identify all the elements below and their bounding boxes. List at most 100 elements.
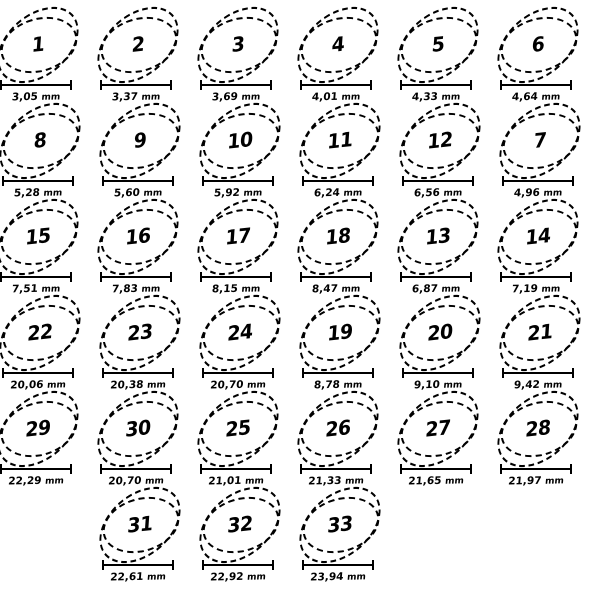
scale-bar (402, 368, 474, 378)
scale-bar-line (402, 180, 474, 182)
particle-cell[interactable]: 10 5,92 mm (188, 87, 292, 206)
scale-bar-cap-left (500, 272, 502, 282)
scale-bar (0, 272, 72, 282)
measurement-label: 5,28 mm (0, 186, 91, 200)
measurement-value: 22,92 (209, 570, 245, 584)
scale-bar (0, 80, 72, 90)
particle-cell[interactable]: 9 5,60 mm (85, 87, 192, 206)
measurement-value: 8,47 (311, 282, 339, 296)
scale-bar (302, 368, 374, 378)
particle-cell[interactable]: 18 8,47 mm (286, 183, 390, 302)
scale-bar-cap-left (300, 464, 302, 474)
measurement-label: 6,56 mm (385, 186, 490, 200)
measurement-value: 3,37 (111, 90, 139, 104)
measurement-unit: mm (141, 284, 161, 295)
measurement-label: 20,70 mm (83, 474, 188, 488)
particle-cell[interactable]: 24 20,70 mm (188, 279, 292, 398)
particle-cell[interactable]: 8 5,28 mm (0, 87, 92, 206)
particle-cell[interactable]: 33 23,94 mm (288, 471, 392, 590)
scale-bar-cap-left (100, 464, 102, 474)
particle-cell[interactable]: 11 6,24 mm (288, 87, 392, 206)
measurement-value: 9,10 (413, 378, 441, 392)
particle-cell[interactable]: 31 22,61 mm (85, 471, 192, 590)
particle-cell[interactable]: 23 20,38 mm (88, 279, 192, 398)
scale-bar-cap-right (172, 560, 174, 570)
particle-cell[interactable]: 15 7,51 mm (0, 183, 90, 302)
measurement-value: 4,96 (513, 186, 541, 200)
scale-bar-cap-right (72, 368, 74, 378)
scale-bar-cap-right (170, 272, 172, 282)
scale-bar-line (102, 372, 174, 374)
scale-bar-cap-right (372, 368, 374, 378)
particle-cell[interactable]: 7 4,96 mm (488, 87, 592, 206)
scale-bar-line (400, 468, 472, 470)
scale-bar-line (302, 564, 374, 566)
particle-cell[interactable]: 28 21,97 mm (486, 375, 590, 494)
measurement-unit: mm (544, 476, 565, 487)
scale-bar (202, 176, 274, 186)
particle-cell[interactable]: 32 22,92 mm (185, 471, 292, 590)
scale-bar-cap-left (300, 272, 302, 282)
measurement-label: 9,10 mm (385, 378, 490, 392)
measurement-value: 23,94 (309, 570, 345, 584)
scale-bar-line (102, 564, 174, 566)
particle-cell[interactable]: 20 9,10 mm (385, 279, 492, 398)
measurement-label: 22,92 mm (185, 570, 290, 584)
particle-cell[interactable]: 2 3,37 mm (86, 0, 190, 110)
scale-bar (500, 80, 572, 90)
measurement-label: 9,42 mm (485, 378, 590, 392)
particle-cell[interactable]: 16 7,83 mm (86, 183, 190, 302)
particle-cell[interactable]: 19 8,78 mm (288, 279, 392, 398)
measurement-value: 20,70 (107, 474, 143, 488)
scale-bar-cap-left (2, 176, 4, 186)
scale-bar-cap-left (100, 272, 102, 282)
particle-cell[interactable]: 1 3,05 mm (0, 0, 90, 110)
measurement-value: 21,33 (307, 474, 343, 488)
particle-cell[interactable]: 22 20,06 mm (0, 279, 92, 398)
measurement-label: 22,61 mm (85, 570, 190, 584)
measurement-value: 4,33 (411, 90, 439, 104)
scale-bar-cap-right (170, 464, 172, 474)
measurement-unit: mm (543, 188, 563, 199)
measurement-label: 3,05 mm (0, 90, 89, 104)
scale-bar-cap-left (0, 464, 2, 474)
particle-cell[interactable]: 26 21,33 mm (286, 375, 390, 494)
scale-bar-cap-right (472, 176, 474, 186)
particle-cell[interactable]: 27 21,65 mm (383, 375, 490, 494)
particle-cell[interactable]: 30 20,70 mm (83, 375, 190, 494)
particle-cell[interactable]: 6 4,64 mm (486, 0, 590, 110)
scale-bar-cap-right (270, 272, 272, 282)
measurement-unit: mm (346, 572, 367, 583)
measurement-value: 22,61 (109, 570, 145, 584)
scale-bar-cap-left (400, 80, 402, 90)
scale-bar-cap-right (272, 560, 274, 570)
measurement-unit: mm (144, 476, 165, 487)
scale-bar-cap-right (372, 176, 374, 186)
scale-bar-line (400, 84, 472, 86)
particle-cell[interactable]: 3 3,69 mm (186, 0, 290, 110)
particle-cell[interactable]: 21 9,42 mm (485, 279, 592, 398)
measurement-label: 5,60 mm (85, 186, 190, 200)
scale-bar-line (202, 564, 274, 566)
particle-cell[interactable]: 14 7,19 mm (486, 183, 590, 302)
particle-cell[interactable]: 4 4,01 mm (286, 0, 390, 110)
particle-cell[interactable]: 17 8,15 mm (183, 183, 290, 302)
particle-cell[interactable]: 5 4,33 mm (386, 0, 490, 110)
measurement-value: 7,83 (111, 282, 139, 296)
scale-bar-cap-right (372, 560, 374, 570)
scale-bar-cap-left (100, 80, 102, 90)
measurement-unit: mm (246, 572, 267, 583)
measurement-value: 20,70 (209, 378, 245, 392)
scale-bar-line (402, 372, 474, 374)
measurement-value: 5,28 (13, 186, 41, 200)
particle-cell[interactable]: 13 6,87 mm (386, 183, 490, 302)
scale-bar (102, 560, 174, 570)
particle-cell[interactable]: 25 21,01 mm (186, 375, 290, 494)
scale-bar (400, 80, 472, 90)
measurement-label: 21,65 mm (383, 474, 488, 488)
scale-bar-cap-right (470, 272, 472, 282)
particle-cell[interactable]: 12 6,56 mm (385, 87, 492, 206)
particle-cell[interactable]: 29 22,29 mm (0, 375, 90, 494)
measurement-unit: mm (141, 92, 161, 103)
measurement-label: 8,15 mm (183, 282, 288, 296)
